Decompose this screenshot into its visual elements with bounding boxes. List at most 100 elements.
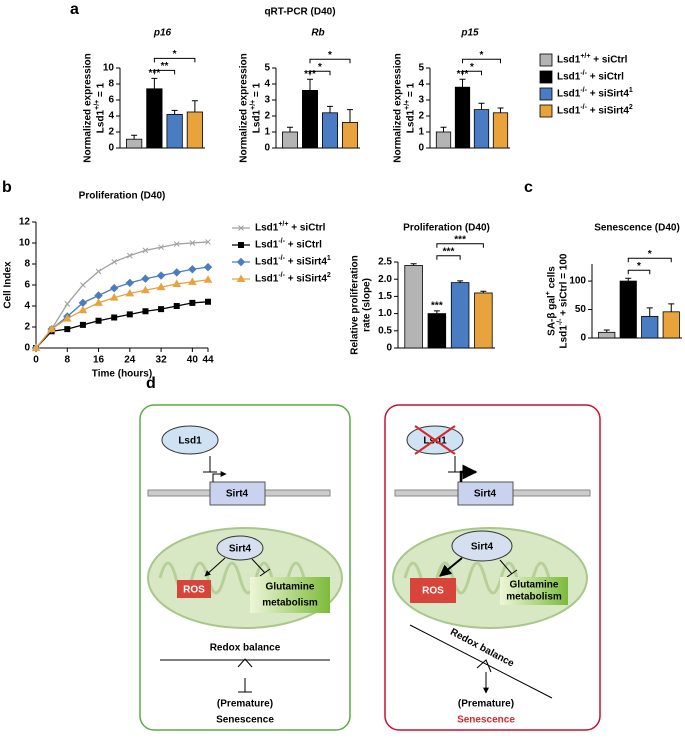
- marker: [205, 298, 211, 305]
- bar: [450, 282, 470, 349]
- marker: [125, 278, 135, 288]
- bar: [281, 131, 298, 149]
- sirt4-node: [216, 535, 264, 561]
- bar: [435, 131, 452, 149]
- error-bar: [457, 280, 464, 283]
- y-tick-label: 0: [580, 333, 586, 344]
- marker: [95, 317, 102, 324]
- bar: [492, 112, 509, 149]
- y-tick-label: 10: [19, 238, 31, 249]
- y-axis-label: Normalized expression: [393, 53, 404, 162]
- chart-title: p16: [153, 28, 172, 39]
- x-tick-label: 44: [202, 355, 214, 366]
- line: [35, 301, 209, 349]
- bar: [404, 265, 423, 349]
- legend-marker: [236, 257, 246, 267]
- glutamine-box: [250, 577, 330, 613]
- bar: [641, 315, 659, 339]
- outcome-label: (Premature): [217, 699, 273, 710]
- panel-label: c: [524, 179, 533, 196]
- bar: [166, 114, 183, 149]
- chart-title: Proliferation (D40): [403, 223, 490, 234]
- marker: [94, 291, 103, 300]
- y-tick-label: 10: [103, 63, 115, 74]
- marker: [95, 268, 102, 275]
- gene-label: Sirt4: [474, 489, 497, 500]
- error-bar: [440, 126, 447, 132]
- sirt4-label: Sirt4: [229, 544, 252, 555]
- legend-marker: [236, 274, 246, 282]
- error-bar: [497, 107, 504, 113]
- error-bar: [478, 102, 485, 110]
- gene-label: Sirt4: [226, 489, 249, 500]
- marker: [94, 298, 103, 306]
- deletion-cross: [414, 425, 456, 455]
- x-tick-label: 32: [156, 355, 168, 366]
- y-tick-label: 100: [569, 276, 586, 287]
- error-bar: [480, 290, 487, 293]
- glutamine-label: metabolism: [506, 592, 562, 603]
- marker: [125, 288, 135, 297]
- marker: [189, 299, 196, 306]
- chart-title: Proliferation (D40): [79, 191, 166, 202]
- marker: [62, 314, 72, 322]
- error-bar: [287, 126, 293, 132]
- marker: [111, 259, 118, 265]
- bar: [321, 112, 338, 149]
- marker: [109, 283, 119, 293]
- outcome-label: (Premature): [458, 699, 514, 710]
- marker: [78, 305, 88, 314]
- y-axis-label: Lsd1+/+ = 1: [94, 82, 106, 133]
- marker: [173, 303, 180, 309]
- significance-bracket: [627, 257, 672, 263]
- y-tick-label: 4: [24, 301, 30, 312]
- y-tick-label: 0: [264, 143, 270, 154]
- y-tick-label: 8: [24, 259, 30, 270]
- legend-label: Lsd1-/- + siSirt42: [255, 272, 331, 284]
- y-tick-label: 2: [264, 111, 270, 122]
- significance: *: [318, 62, 322, 73]
- frame: [384, 404, 601, 731]
- y-tick-label: 0: [108, 143, 114, 154]
- legend-marker: [238, 225, 244, 231]
- legend-label: Lsd1-/- + siCtrl: [557, 70, 624, 82]
- inhibition: [448, 456, 462, 473]
- significance: ***: [443, 246, 455, 257]
- promoter: [212, 471, 227, 482]
- error-bar: [433, 310, 440, 314]
- glutamine-box: [500, 577, 568, 605]
- legend-marker: [238, 242, 244, 248]
- marker: [158, 244, 164, 251]
- error-bar: [668, 303, 675, 312]
- marker: [141, 285, 150, 294]
- outcome-label: Senescence: [216, 715, 274, 726]
- y-tick-label: 0: [386, 343, 392, 354]
- bar: [126, 138, 143, 149]
- marker: [187, 277, 197, 285]
- significance-bracket: [153, 57, 196, 63]
- chart-title: Senescence (D40): [594, 223, 680, 234]
- balance: [409, 624, 553, 699]
- glutamine-label: Glutamine: [510, 580, 559, 591]
- panel-label: b: [2, 179, 12, 196]
- marker: [189, 240, 196, 246]
- x-tick-label: 40: [187, 355, 199, 366]
- y-tick-label: 6: [108, 95, 114, 106]
- ros-box: [177, 580, 211, 598]
- x-axis-label: Time (hours): [92, 369, 152, 380]
- ros-label: ROS: [422, 586, 444, 597]
- y-axis-label: SA-β gal+ cells: [545, 266, 557, 336]
- error-bar: [347, 109, 353, 123]
- arrow: [204, 557, 226, 577]
- error-bar: [459, 78, 466, 88]
- y-tick-label: 1: [418, 127, 424, 138]
- significance-bracket: [309, 58, 351, 64]
- glutamine-label: metabolism: [262, 598, 318, 609]
- marker: [80, 282, 86, 288]
- bar: [301, 90, 318, 149]
- significance-bracket: [462, 70, 482, 76]
- error-bar: [151, 77, 158, 89]
- y-tick-label: 5: [418, 63, 424, 74]
- marker: [111, 314, 118, 321]
- gene-box: [209, 481, 266, 506]
